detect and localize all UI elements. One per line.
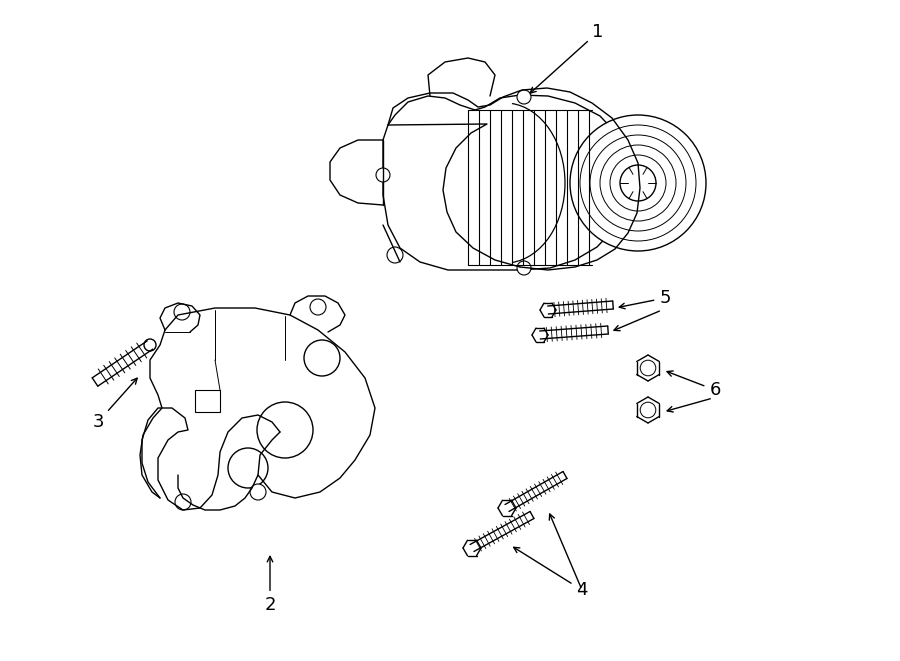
Circle shape xyxy=(600,145,676,221)
Text: 6: 6 xyxy=(667,371,721,399)
Text: 5: 5 xyxy=(619,289,670,309)
Circle shape xyxy=(620,165,656,201)
Circle shape xyxy=(228,448,268,488)
Circle shape xyxy=(387,247,403,263)
Circle shape xyxy=(590,135,686,231)
Circle shape xyxy=(610,155,666,211)
Circle shape xyxy=(250,484,266,500)
Polygon shape xyxy=(383,95,635,270)
Polygon shape xyxy=(195,390,220,412)
Circle shape xyxy=(580,125,696,241)
Circle shape xyxy=(257,402,313,458)
Circle shape xyxy=(144,339,156,351)
Circle shape xyxy=(517,261,531,275)
Circle shape xyxy=(640,360,656,376)
Circle shape xyxy=(304,340,340,376)
Text: 2: 2 xyxy=(265,557,275,614)
Circle shape xyxy=(174,304,190,320)
Circle shape xyxy=(310,299,326,315)
Circle shape xyxy=(640,402,656,418)
Circle shape xyxy=(376,168,390,182)
Text: 1: 1 xyxy=(530,23,604,93)
Circle shape xyxy=(570,115,706,251)
Text: 3: 3 xyxy=(92,378,137,431)
Circle shape xyxy=(517,90,531,104)
Circle shape xyxy=(175,494,191,510)
Text: 4: 4 xyxy=(514,547,588,599)
